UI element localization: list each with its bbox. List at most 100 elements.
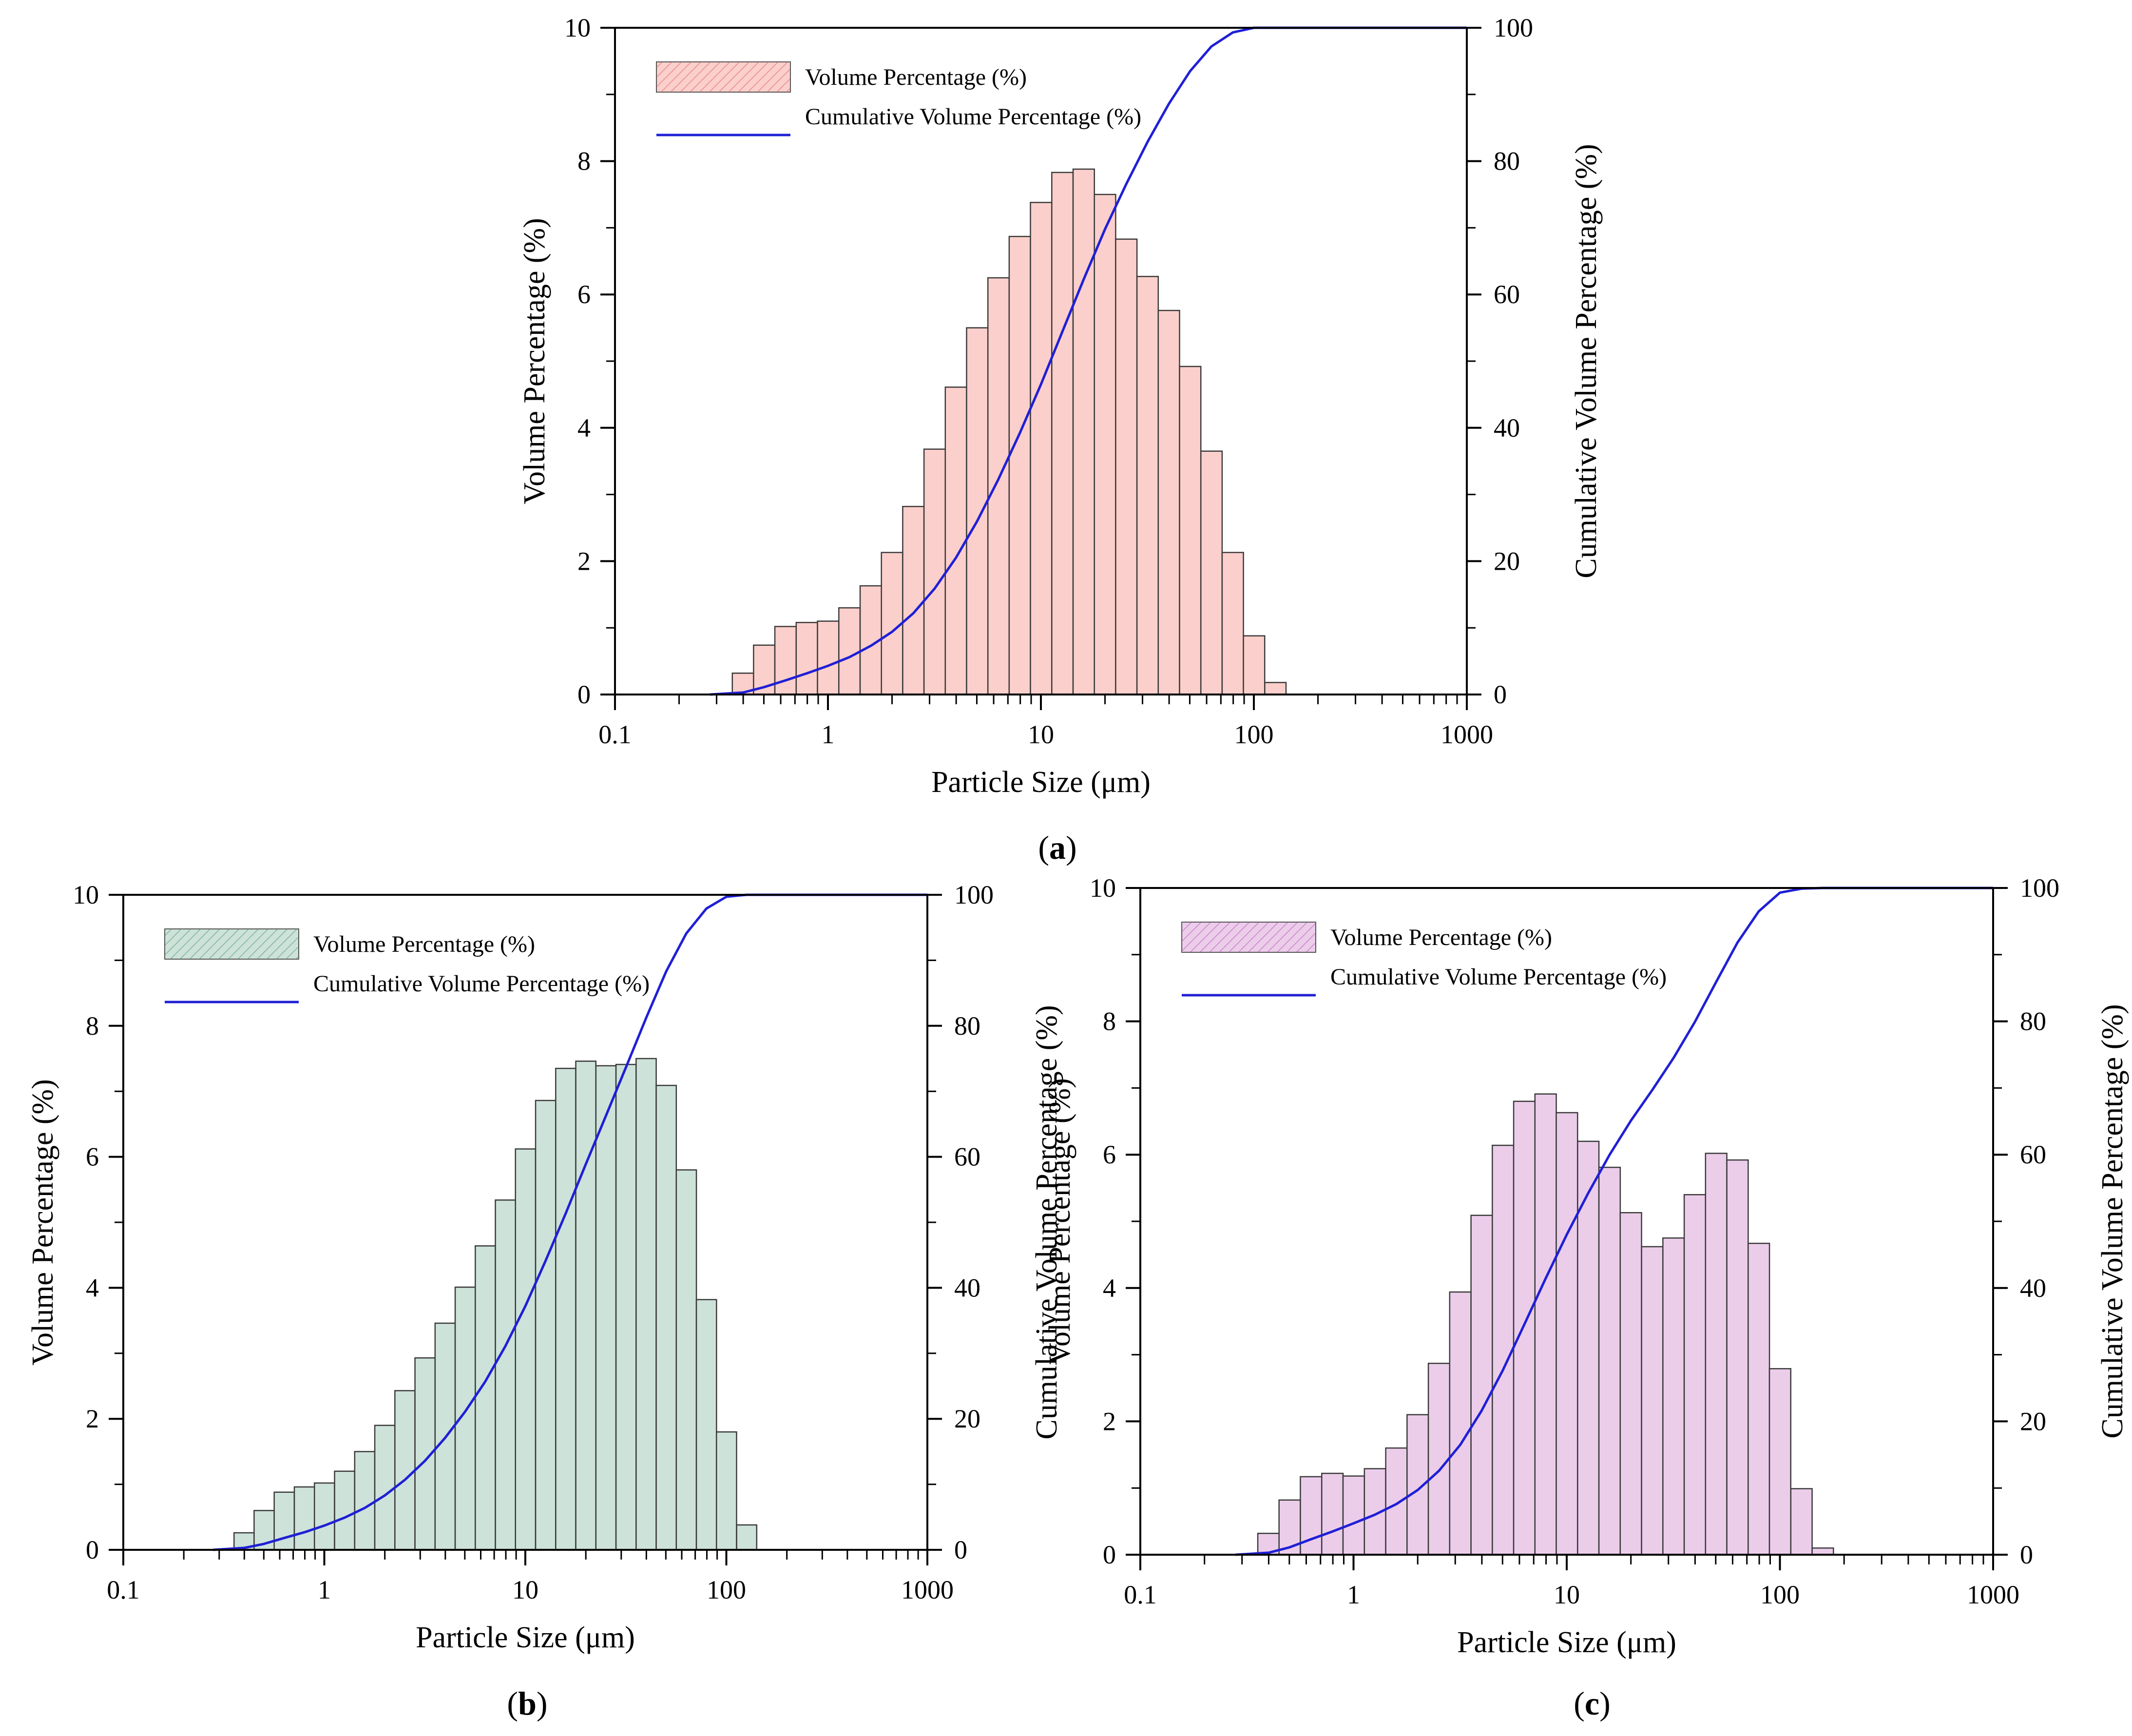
histogram-bar — [1662, 1237, 1685, 1556]
left-y-tick-label: 4 — [86, 1273, 99, 1302]
legend-bar-label: Volume Percentage (%) — [313, 931, 535, 957]
left-y-tick-label: 2 — [577, 546, 591, 576]
histogram-bar — [595, 1065, 617, 1551]
left-y-tick-label: 0 — [1103, 1540, 1116, 1569]
right-y-tick-label: 80 — [954, 1011, 980, 1041]
histogram-bar — [1790, 1488, 1813, 1556]
histogram-bar — [1619, 1212, 1642, 1556]
histogram-bar — [1157, 309, 1180, 695]
histogram-bar — [1748, 1242, 1770, 1556]
left-y-tick-label: 0 — [86, 1535, 99, 1564]
histogram-bar — [1577, 1140, 1600, 1556]
right-y-tick-label: 0 — [2020, 1540, 2033, 1569]
x-tick-label: 100 — [1234, 720, 1274, 749]
right-y-tick-label: 80 — [1494, 147, 1520, 176]
histogram-bar — [715, 1431, 737, 1551]
histogram-bar — [1427, 1363, 1451, 1556]
left-y-axis-title: Volume Percentage (%) — [1043, 1078, 1076, 1365]
right-y-tick-label: 40 — [2020, 1273, 2046, 1303]
histogram-bar — [1115, 238, 1138, 695]
histogram-bar — [1598, 1166, 1621, 1556]
legend-bar-hatch — [656, 62, 790, 92]
histogram-bar — [1243, 635, 1266, 695]
x-tick-label: 10 — [1028, 720, 1054, 749]
x-tick-label: 0.1 — [107, 1575, 140, 1604]
panel-label-letter: a — [1049, 829, 1066, 866]
right-y-tick-label: 80 — [2020, 1007, 2046, 1036]
panel-label-letter: c — [1585, 1685, 1599, 1722]
histogram-bar — [795, 622, 818, 695]
x-tick-label: 1000 — [1967, 1580, 2019, 1609]
x-tick-label: 1 — [1347, 1580, 1360, 1609]
histogram-bar — [1321, 1472, 1344, 1556]
histogram-bar — [1030, 202, 1053, 695]
panel-label: (b) — [507, 1685, 547, 1722]
left-y-tick-label: 8 — [86, 1011, 99, 1041]
histogram-bar — [354, 1451, 376, 1551]
histogram-bar — [1726, 1159, 1749, 1556]
left-y-tick-label: 2 — [1103, 1407, 1116, 1436]
histogram-bar — [334, 1470, 356, 1551]
histogram-bar — [374, 1425, 396, 1551]
histogram-bar — [635, 1058, 657, 1551]
x-tick-label: 0.1 — [1124, 1580, 1157, 1609]
right-y-tick-label: 40 — [1494, 413, 1520, 443]
histogram-bar — [1200, 450, 1223, 695]
left-y-axis-title: Volume Percentage (%) — [26, 1079, 59, 1366]
x-tick-label: 1 — [318, 1575, 331, 1604]
x-tick-label: 0.1 — [598, 720, 632, 749]
x-tick-label: 10 — [512, 1575, 538, 1604]
histogram-bar — [1264, 682, 1287, 695]
histogram-bar — [1470, 1215, 1493, 1556]
histogram-bar — [1705, 1153, 1728, 1556]
histogram-bar — [615, 1063, 637, 1551]
histogram-bar — [1683, 1194, 1707, 1556]
right-y-tick-label: 60 — [954, 1142, 980, 1172]
right-y-tick-label: 60 — [2020, 1140, 2046, 1169]
histogram-bar — [881, 552, 903, 695]
histogram-bar — [495, 1199, 517, 1551]
right-y-axis-title: Cumulative Volume Percentage (%) — [1030, 1005, 1063, 1439]
legend-line-label: Cumulative Volume Percentage (%) — [805, 104, 1141, 130]
left-y-tick-label: 4 — [1103, 1273, 1116, 1303]
histogram-bar — [1136, 276, 1159, 695]
x-axis-title: Particle Size (μm) — [931, 766, 1151, 799]
left-y-tick-label: 6 — [577, 280, 591, 309]
histogram-bar — [1072, 168, 1095, 695]
histogram-bar — [454, 1286, 476, 1551]
x-tick-label: 1000 — [1441, 720, 1493, 749]
right-y-tick-label: 0 — [954, 1535, 967, 1564]
histogram-bar — [515, 1148, 537, 1551]
left-y-tick-label: 10 — [73, 880, 99, 909]
histogram-bar — [1811, 1547, 1834, 1556]
histogram-bar — [838, 607, 861, 695]
legend-bar-label: Volume Percentage (%) — [805, 64, 1027, 90]
cumulative-line — [1235, 887, 1993, 1556]
histogram-bar — [944, 386, 967, 695]
histogram-bar — [675, 1169, 697, 1551]
right-y-axis-title: Cumulative Volume Percentage (%) — [2096, 1004, 2129, 1438]
histogram-bar — [575, 1061, 597, 1551]
panel-label-paren-close: ) — [1599, 1685, 1611, 1722]
x-tick-label: 10 — [1554, 1580, 1580, 1609]
right-y-axis-title: Cumulative Volume Percentage (%) — [1570, 144, 1603, 578]
cumulative-line — [213, 893, 927, 1551]
histogram-bar — [695, 1299, 717, 1551]
left-y-tick-label: 10 — [1090, 873, 1116, 903]
right-y-tick-label: 20 — [954, 1404, 980, 1433]
histogram-bar — [1051, 172, 1074, 695]
left-y-tick-label: 2 — [86, 1404, 99, 1433]
legend-line-label: Cumulative Volume Percentage (%) — [313, 971, 650, 997]
panel-label-paren-open: ( — [1038, 829, 1049, 866]
panel-label-paren-open: ( — [507, 1685, 518, 1722]
right-y-tick-label: 20 — [1494, 546, 1520, 576]
histogram-bar — [1513, 1100, 1536, 1556]
histogram-bar — [313, 1482, 335, 1551]
histogram-bar — [902, 505, 925, 695]
left-y-tick-label: 6 — [1103, 1140, 1116, 1169]
legend-line-label: Cumulative Volume Percentage (%) — [1330, 964, 1667, 990]
histogram-bar — [966, 327, 989, 695]
histogram-bar — [1449, 1291, 1472, 1556]
chart-panel-b: 0.1 1 10 100 10000246810020406080100Particle… — [26, 880, 1063, 1722]
